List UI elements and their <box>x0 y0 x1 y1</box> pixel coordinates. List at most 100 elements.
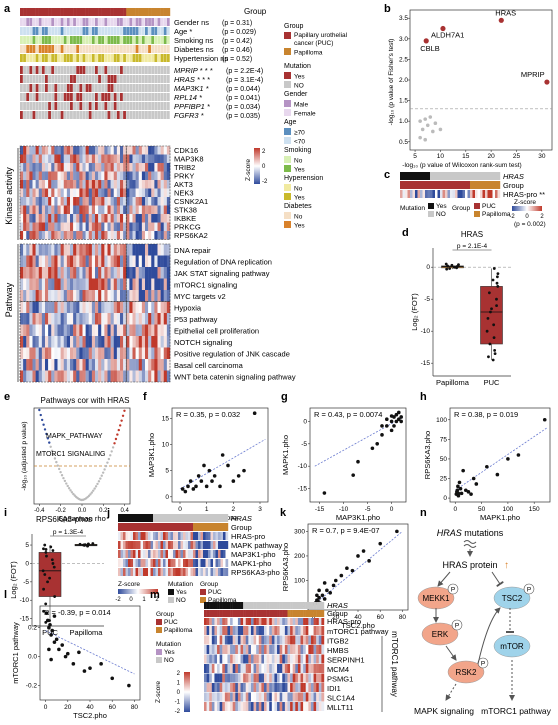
clinical-cell <box>57 36 61 44</box>
clinical-cell <box>23 54 26 62</box>
pathway-cell <box>95 244 99 256</box>
data-point <box>488 342 492 346</box>
panel-j-cell <box>220 550 224 558</box>
panel-m-cell <box>266 654 270 664</box>
pathway-cell <box>45 301 49 313</box>
panel-j-cell <box>145 568 149 576</box>
panel-j-cell <box>153 514 156 522</box>
kinase-cell <box>57 180 61 189</box>
panel-m-cell <box>303 618 306 625</box>
data-point <box>397 417 401 421</box>
hras-pro-cell <box>437 190 441 198</box>
mutation-cell <box>79 93 83 101</box>
hras-mutation-cell <box>430 172 433 180</box>
mutation-cell <box>98 75 101 83</box>
mutation-cell <box>101 93 105 101</box>
kinase-cell <box>35 205 39 214</box>
data-point <box>46 580 49 584</box>
kinase-cell <box>101 197 105 206</box>
panel-j-cell <box>165 532 169 540</box>
panel-m-cell <box>253 702 257 711</box>
legend-no-swatch <box>428 211 434 217</box>
x-tick-label: 15 <box>462 153 470 160</box>
hras-pro-cell <box>465 190 468 198</box>
kinase-cell <box>41 163 46 172</box>
pathway-cell <box>70 336 74 348</box>
group-cell <box>467 181 471 189</box>
panel-m-cell <box>321 673 325 683</box>
panel-m-cell <box>211 673 215 683</box>
panel-j-cell <box>118 568 121 576</box>
zscore-tick: -2 <box>262 179 268 185</box>
x-tick-label: 80 <box>131 704 139 711</box>
pathway-cell <box>129 278 133 290</box>
panel-j-cell <box>220 523 224 531</box>
kinase-cell <box>163 146 168 155</box>
pathway-cell <box>66 324 71 336</box>
kinase-cell <box>45 163 49 172</box>
clinical-cell <box>26 36 30 44</box>
mutation-cell <box>51 111 55 119</box>
panel-m-cell <box>277 692 280 702</box>
mutation-cell <box>123 111 126 119</box>
clinical-cell <box>35 27 39 35</box>
data-point <box>385 424 389 428</box>
clinical-cell <box>79 36 83 44</box>
mutation-cell <box>160 102 164 110</box>
clinical-cell <box>151 45 155 53</box>
panel-m-cell <box>204 645 207 654</box>
mutation-cell <box>129 111 133 119</box>
pathway-cell <box>141 290 146 302</box>
mutation-cell <box>148 75 151 83</box>
pathway-cell <box>135 370 139 382</box>
kinase-cell <box>45 231 49 240</box>
pathway-cell <box>154 290 158 302</box>
kinase-cell <box>54 231 58 240</box>
panel-j-cell <box>148 550 151 558</box>
clinical-cell <box>160 18 164 26</box>
kinase-cell <box>20 163 24 172</box>
panel-m-cell <box>230 673 233 683</box>
tsc2-node <box>493 586 531 610</box>
panel-m-cell <box>264 602 267 609</box>
panel-m-cell <box>264 692 267 702</box>
pathway-cell <box>120 370 124 382</box>
panel-m-cell <box>277 618 280 625</box>
mutation-cell <box>70 111 73 119</box>
kinase-cell <box>98 171 102 180</box>
kinase-cell <box>79 231 83 240</box>
group-cell <box>82 8 86 16</box>
panel-m-cell <box>308 610 312 617</box>
panel-m-cell <box>266 673 270 683</box>
panel-m-cell <box>316 683 319 692</box>
panel-m-cell <box>287 618 291 625</box>
mutation-cell <box>166 111 170 119</box>
mutation-cell <box>57 66 61 74</box>
kinase-cell <box>101 214 105 223</box>
panel-j-cell <box>118 559 121 567</box>
pathway-cell <box>70 324 74 336</box>
mutation-cell <box>141 75 145 83</box>
mutation-row-pvalue: (p = 0.041) <box>226 95 260 102</box>
panel-m-cell <box>271 635 275 645</box>
plot-frame <box>449 407 551 503</box>
panel-m-cell <box>222 702 226 711</box>
mutation-cell <box>126 111 130 119</box>
kinase-cell <box>126 231 130 240</box>
mutation-cell <box>107 93 111 101</box>
panel-m-cell <box>297 635 301 645</box>
kinase-cell <box>45 171 49 180</box>
mutation-cell <box>151 75 155 83</box>
data-point <box>463 488 468 493</box>
clinical-cell <box>51 54 55 62</box>
mutation-cell <box>135 66 139 74</box>
clinical-cell <box>157 54 161 62</box>
panel-m-cell <box>250 683 254 692</box>
panel-j-cell <box>125 568 129 576</box>
kinase-cell <box>104 197 108 206</box>
panel-m-cell <box>214 602 218 609</box>
pathway-cell <box>26 301 30 313</box>
mutation-cell <box>163 102 167 110</box>
phospho-label: P <box>481 661 485 668</box>
panel-m-cell <box>321 635 325 645</box>
